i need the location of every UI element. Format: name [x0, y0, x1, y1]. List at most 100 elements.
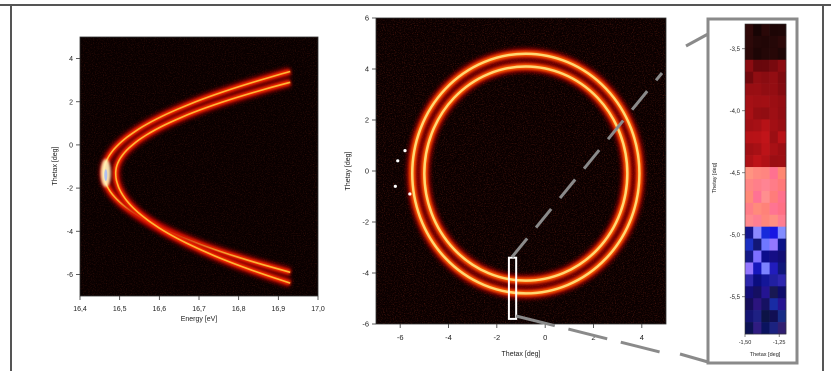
angular-map-y-tick-label: 2 [365, 116, 369, 125]
angular-map-x-tick-label: 2 [591, 333, 595, 342]
dispersion-y-tick-label: 4 [69, 56, 73, 63]
zoom-pixel [769, 24, 779, 37]
zoom-pixel [777, 226, 787, 239]
zoom-pixel [745, 322, 754, 335]
zoom-pixel [753, 35, 762, 49]
zoom-pixel [769, 35, 779, 49]
zoom-pixel [745, 155, 754, 168]
ring-hotspot [403, 149, 407, 153]
dispersion-vertex-peak [104, 169, 108, 182]
zoom-pixel [745, 310, 754, 323]
zoom-pixel [753, 95, 762, 108]
angular-map-y-tick-label: 6 [365, 14, 369, 23]
zoom-pixel [761, 179, 770, 192]
zoom-pixel [761, 322, 770, 335]
zoom-pixel [761, 155, 770, 168]
zoom-pixel [761, 71, 770, 84]
angular-map-y-tick-label: 0 [365, 167, 369, 176]
zoom-pixel [777, 167, 787, 180]
dispersion-y-tick-label: -4 [67, 229, 73, 236]
zoom-pixel [769, 202, 779, 216]
zoom-pixel [769, 47, 779, 61]
zoom-pixel [745, 190, 754, 204]
zoom-pixel [769, 250, 779, 263]
zoom-pixel [753, 274, 762, 287]
zoom-pixel [753, 214, 762, 227]
zoom-pixel [769, 83, 779, 96]
zoom-pixel [769, 238, 779, 251]
zoom-pixel [753, 298, 762, 311]
angular-map-x-tick-label: -6 [397, 333, 404, 342]
dispersion-panel: 16,4 16,5 16,6 16,7 16,8 16,9 17,0 -6 -4 -2 0 2 4 En… [52, 36, 325, 323]
zoom-pixel [761, 214, 770, 227]
angular-map-y-tick-label: -4 [362, 269, 369, 278]
zoom-pixel [777, 71, 787, 84]
zoom-pixel [777, 298, 787, 311]
zoom-pixel [761, 226, 770, 239]
zoom-pixel [745, 119, 754, 132]
dispersion-band-core [114, 81, 291, 284]
zoom-pixel [753, 24, 762, 37]
zoom-pixel [777, 250, 787, 263]
zoom-pixel [769, 286, 779, 299]
zoom-pixel [769, 119, 779, 132]
zoom-pixel [761, 250, 770, 263]
zoom-pixel [761, 262, 770, 275]
zoom-pixel [769, 179, 779, 192]
zoom-pixel [745, 214, 754, 227]
dispersion-x-tick-label: 16,4 [73, 306, 87, 313]
zoom-pixel [753, 179, 762, 192]
zoom-pixel [769, 262, 779, 275]
zoom-pixel [769, 322, 779, 335]
zoom-pixel [761, 238, 770, 251]
zoom-pixel [761, 24, 770, 37]
zoom-pixel [753, 250, 762, 263]
zoom-pixel [745, 95, 754, 108]
dispersion-x-tick-label: 17,0 [311, 306, 325, 313]
zoom-pixel [745, 47, 754, 61]
zoom-pixel [745, 131, 754, 144]
zoom-pixel [745, 298, 754, 311]
angular-map-y-tick-label: 4 [365, 65, 369, 74]
zoom-pixel [777, 262, 787, 275]
zoom-pixel [745, 238, 754, 251]
zoom-pixel [761, 95, 770, 108]
zoom-pixel [777, 24, 787, 37]
zoom-pixel [769, 143, 779, 156]
zoom-y-tick-label: -3,5 [730, 47, 741, 53]
zoom-pixel [753, 286, 762, 299]
zoom-pixel [777, 190, 787, 204]
zoom-pixel [777, 119, 787, 132]
zoom-pixel [761, 286, 770, 299]
zoom-pixel [753, 119, 762, 132]
zoom-pixel [777, 107, 787, 120]
zoom-pixel [777, 202, 787, 216]
zoom-pixel [777, 47, 787, 61]
zoom-pixel [777, 143, 787, 156]
dispersion-x-tick-label: 16,7 [192, 306, 206, 313]
dispersion-x-tick-label: 16,8 [232, 306, 246, 313]
zoom-pixel [753, 143, 762, 156]
dispersion-y-tick-label: -2 [67, 186, 73, 193]
zoom-pixel [753, 322, 762, 335]
zoom-pixel [753, 238, 762, 251]
zoom-pixel [745, 226, 754, 239]
zoom-x-tick-label: -1,25 [773, 340, 786, 346]
ring-hotspot [408, 192, 412, 196]
zoom-pixel [777, 310, 787, 323]
zoom-pixel [745, 83, 754, 96]
zoom-pixel [777, 274, 787, 287]
zoom-pixel [761, 119, 770, 132]
ring-hotspot [396, 159, 400, 163]
angular-map-x-axis-label: Thetax [deg] [502, 351, 541, 358]
angular-map-x-tick-label: 0 [543, 333, 547, 342]
dispersion-y-tick-label: -6 [67, 272, 73, 279]
zoom-pixel [777, 131, 787, 144]
zoom-pixel [745, 59, 754, 72]
zoom-y-tick-label: -5,0 [730, 233, 741, 239]
zoom-y-tick-label: -5,5 [730, 295, 741, 301]
angular-map-x-tick-label: -2 [493, 333, 500, 342]
zoom-pixel [745, 71, 754, 84]
zoom-pixel [745, 274, 754, 287]
zoom-pixel [761, 35, 770, 49]
